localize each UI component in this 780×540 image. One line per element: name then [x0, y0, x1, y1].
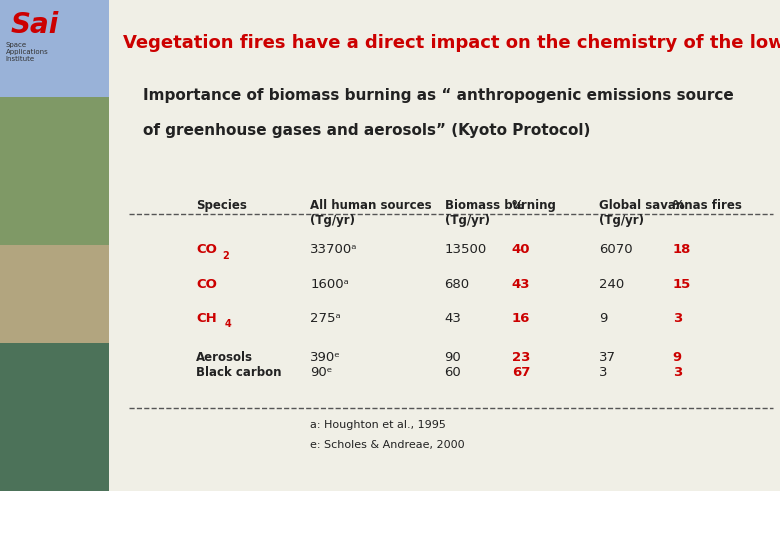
Text: 40: 40: [512, 243, 530, 256]
Text: Importance of biomass burning as “ anthropogenic emissions source: Importance of biomass burning as “ anthr…: [143, 89, 733, 104]
Text: Aerosols: Aerosols: [197, 352, 254, 365]
Text: Biomass burning
(Tg/yr): Biomass burning (Tg/yr): [445, 199, 555, 227]
Text: 3: 3: [672, 312, 682, 325]
Text: 33700ᵃ: 33700ᵃ: [310, 243, 358, 256]
Text: Sai: Sai: [11, 11, 59, 39]
Text: 2: 2: [222, 251, 229, 261]
Text: 240: 240: [599, 278, 624, 291]
Text: CO: CO: [197, 243, 218, 256]
Text: Space
Applications
Institute: Space Applications Institute: [5, 42, 48, 62]
Text: Black carbon: Black carbon: [197, 366, 282, 379]
Text: 4: 4: [225, 320, 232, 329]
Text: 37: 37: [599, 352, 616, 365]
Text: 680: 680: [445, 278, 470, 291]
Text: Global savannas fires
(Tg/yr): Global savannas fires (Tg/yr): [599, 199, 742, 227]
Text: of greenhouse gases and aerosols” (Kyoto Protocol): of greenhouse gases and aerosols” (Kyoto…: [143, 123, 590, 138]
Text: 6070: 6070: [599, 243, 633, 256]
Text: 43: 43: [445, 312, 462, 325]
Text: e: Scholes & Andreae, 2000: e: Scholes & Andreae, 2000: [310, 440, 465, 450]
Text: Species: Species: [197, 199, 247, 212]
Text: 60: 60: [445, 366, 461, 379]
Text: 9: 9: [599, 312, 608, 325]
Text: a: Houghton et al., 1995: a: Houghton et al., 1995: [310, 420, 446, 430]
Text: CO: CO: [197, 278, 218, 291]
Text: 43: 43: [512, 278, 530, 291]
Text: 90: 90: [445, 352, 461, 365]
Text: %: %: [672, 199, 684, 212]
Text: 3: 3: [672, 366, 682, 379]
Text: 390ᵉ: 390ᵉ: [310, 352, 342, 365]
Text: (img/Publi/Varese_2001/Seminar_Insubria.ppt) Global Vegetation Monitoring Unit: (img/Publi/Varese_2001/Seminar_Insubria.…: [378, 523, 772, 534]
Text: Vegetation fires have a direct impact on the chemistry of the lower troposphere: Vegetation fires have a direct impact on…: [122, 35, 780, 52]
Text: 275ᵃ: 275ᵃ: [310, 312, 341, 325]
Text: 15: 15: [672, 278, 691, 291]
Text: 23: 23: [512, 352, 530, 365]
Text: 90ᵉ: 90ᵉ: [310, 366, 333, 379]
Text: 18: 18: [672, 243, 691, 256]
Text: %: %: [512, 199, 523, 212]
Text: Space Applications Institute: Space Applications Institute: [551, 505, 772, 519]
FancyBboxPatch shape: [109, 0, 780, 491]
Text: All human sources
(Tg/yr): All human sources (Tg/yr): [310, 199, 432, 227]
Text: 13500: 13500: [445, 243, 487, 256]
Text: 9: 9: [672, 352, 682, 365]
Text: 1600ᵃ: 1600ᵃ: [310, 278, 349, 291]
Text: 67: 67: [512, 366, 530, 379]
Text: 16: 16: [512, 312, 530, 325]
Text: CH: CH: [197, 312, 217, 325]
Text: 3: 3: [599, 366, 608, 379]
